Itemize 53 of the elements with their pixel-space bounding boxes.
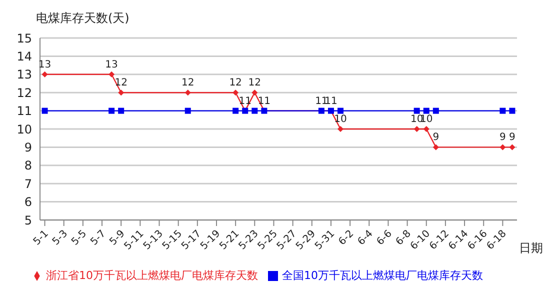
point [184,90,191,96]
y-axis-title: 电煤库存天数(天) [36,10,130,27]
data-label: 9 [509,132,516,144]
x-tick-label: 5-5 [70,228,90,248]
point [184,108,191,114]
data-label: 12 [182,78,194,89]
data-label: 12 [248,78,262,89]
point [432,144,439,150]
point [118,90,124,96]
x-tick-label: 5-1 [32,228,51,248]
point [108,108,115,114]
data-label: 12 [229,78,242,89]
data-label: 13 [38,59,52,70]
point [252,108,258,114]
y-tick-label: 11 [16,104,32,118]
y-tick-label: 13 [16,68,32,82]
point [232,108,239,114]
point [500,144,506,150]
data-label: 11 [258,96,271,107]
y-tick-label: 6 [24,195,32,210]
y-tick-label: 15 [16,31,32,46]
x-tick-label: 6-6 [374,228,394,248]
legend-label: 全国10万千瓦以上燃煤电厂电煤库存天数 [282,269,483,282]
point [42,71,48,78]
point [118,108,124,114]
point [338,108,344,114]
y-tick-label: 8 [24,158,32,173]
x-tick-label: 6-4 [356,228,376,248]
y-tick-label: 5 [24,213,32,228]
y-tick-label: 9 [24,140,32,154]
point [252,90,258,96]
y-tick-label: 10 [16,122,32,136]
data-label: 9 [432,132,440,144]
point [509,108,516,114]
y-tick-label: 14 [16,49,32,64]
point [414,126,420,132]
legend-label: 浙江省10万千瓦以上燃煤电厂电煤库存天数 [46,269,258,282]
y-tick-label: 12 [16,86,32,100]
point [423,108,430,114]
y-tick-label: 7 [24,176,32,191]
point [509,144,516,150]
data-label: 13 [105,59,118,70]
point [108,71,115,78]
data-label: 9 [500,132,506,144]
point [500,108,506,114]
x-tick-label: 5-7 [88,228,108,248]
point [414,108,420,114]
point [42,108,48,114]
point [232,90,239,96]
x-axis-title: 日期 [519,240,543,257]
x-tick-label: 6-2 [336,228,356,248]
point [432,108,439,114]
x-tick-label: 5-3 [50,228,70,248]
